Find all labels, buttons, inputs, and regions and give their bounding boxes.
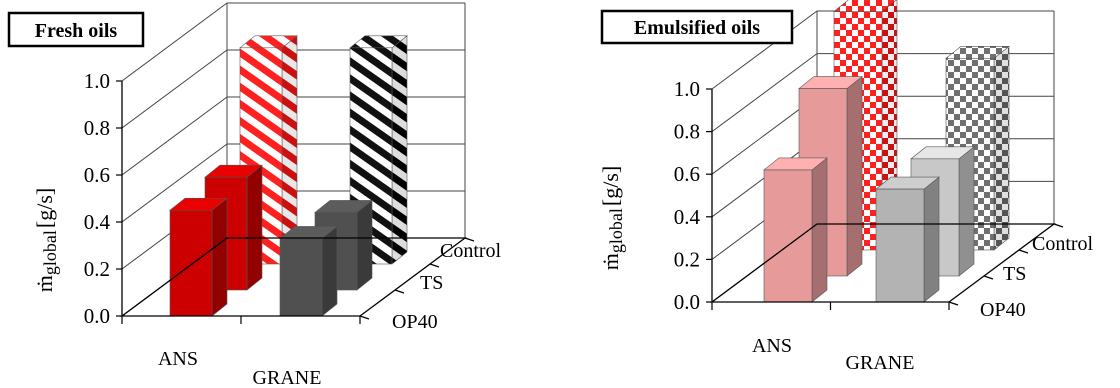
fresh-oils-chart: 0.0 0.2 0.4 0.6 0.8 1.0 Fresh oils ṁglobal[g/… (7, 2, 502, 388)
y-tick-label: 0.6 (84, 163, 110, 187)
y-tick-label: 0.2 (84, 257, 110, 281)
bar-front-face (169, 209, 213, 317)
grid-line (711, 53, 818, 133)
depth-tick-mark (359, 315, 370, 320)
axes (116, 80, 475, 324)
depth-category-label: OP40 (392, 311, 438, 333)
bar-side-face (246, 164, 263, 291)
y-tick-label: 1.0 (84, 69, 110, 93)
bar-front-face (875, 188, 925, 303)
grid-line (121, 143, 228, 223)
depth-category-label: OP40 (980, 299, 1026, 321)
bar-front-face (763, 169, 813, 303)
grid-line (121, 2, 228, 82)
x-category-label: ANS (158, 348, 198, 370)
chart-title: Fresh oils (35, 20, 118, 42)
y-tick-label: 1.0 (674, 77, 700, 101)
y-tick-label: 0.0 (84, 304, 110, 328)
y-tick-label: 0.0 (674, 290, 700, 314)
depth-tick-mark (1018, 249, 1029, 254)
x-category-label: GRANE (846, 352, 915, 374)
depth-tick-mark (1053, 223, 1064, 228)
bar-side-face (993, 45, 1010, 251)
bar-side-face (923, 176, 940, 303)
depth-tick-mark (464, 237, 475, 242)
depth-category-label: TS (420, 272, 443, 294)
depth-tick-mark (394, 289, 405, 294)
y-tick-label: 0.4 (84, 210, 111, 234)
depth-category-label: TS (1003, 263, 1026, 285)
y-tick-label: 0.8 (674, 120, 700, 144)
grid-line (711, 10, 818, 90)
bar-side-face (391, 35, 408, 265)
depth-tick-mark (429, 263, 440, 268)
bar-ans-op40 (763, 157, 828, 303)
bar-front-face (279, 238, 323, 317)
bar-side-face (211, 197, 228, 317)
bar-grane-op40 (875, 176, 940, 303)
x-category-label: ANS (752, 335, 792, 357)
y-tick-label: 0.8 (84, 116, 110, 140)
chart-title-box: Emulsified oils (600, 9, 794, 45)
bars (763, 0, 1010, 303)
y-tick-label: 0.6 (674, 162, 700, 186)
bar-side-face (321, 225, 338, 317)
depth-category-label: Control (1032, 233, 1094, 255)
chart-title: Emulsified oils (634, 17, 760, 39)
y-tick-label: 0.2 (674, 247, 700, 271)
bar-side-face (958, 146, 975, 277)
y-axis-label: ṁglobal[g/s] (32, 188, 60, 292)
grid-line (121, 96, 228, 176)
chart-title-box: Fresh oils (7, 11, 145, 48)
bar-side-face (846, 75, 863, 277)
bar-side-face (356, 199, 373, 291)
bar-grane-op40 (279, 225, 338, 317)
emulsified-oils-chart: 0.0 0.2 0.4 0.6 0.8 1.0 Emulsified oils ṁglob… (598, 0, 1094, 374)
axes (706, 88, 1064, 310)
depth-tick-mark (948, 301, 959, 306)
y-tick-labels: 0.0 0.2 0.4 0.6 0.8 1.0 (674, 77, 701, 314)
depth-category-label: Control (440, 240, 502, 262)
bar-ans-op40 (169, 197, 228, 317)
y-tick-labels: 0.0 0.2 0.4 0.6 0.8 1.0 (84, 69, 111, 328)
grid-line (121, 49, 228, 129)
bars (169, 35, 408, 317)
y-tick-label: 0.4 (674, 205, 701, 229)
depth-tick-mark (983, 275, 994, 280)
bar-side-face (811, 157, 828, 303)
y-axis-label: ṁglobal[g/s] (598, 166, 626, 270)
x-category-label: GRANE (253, 367, 322, 388)
